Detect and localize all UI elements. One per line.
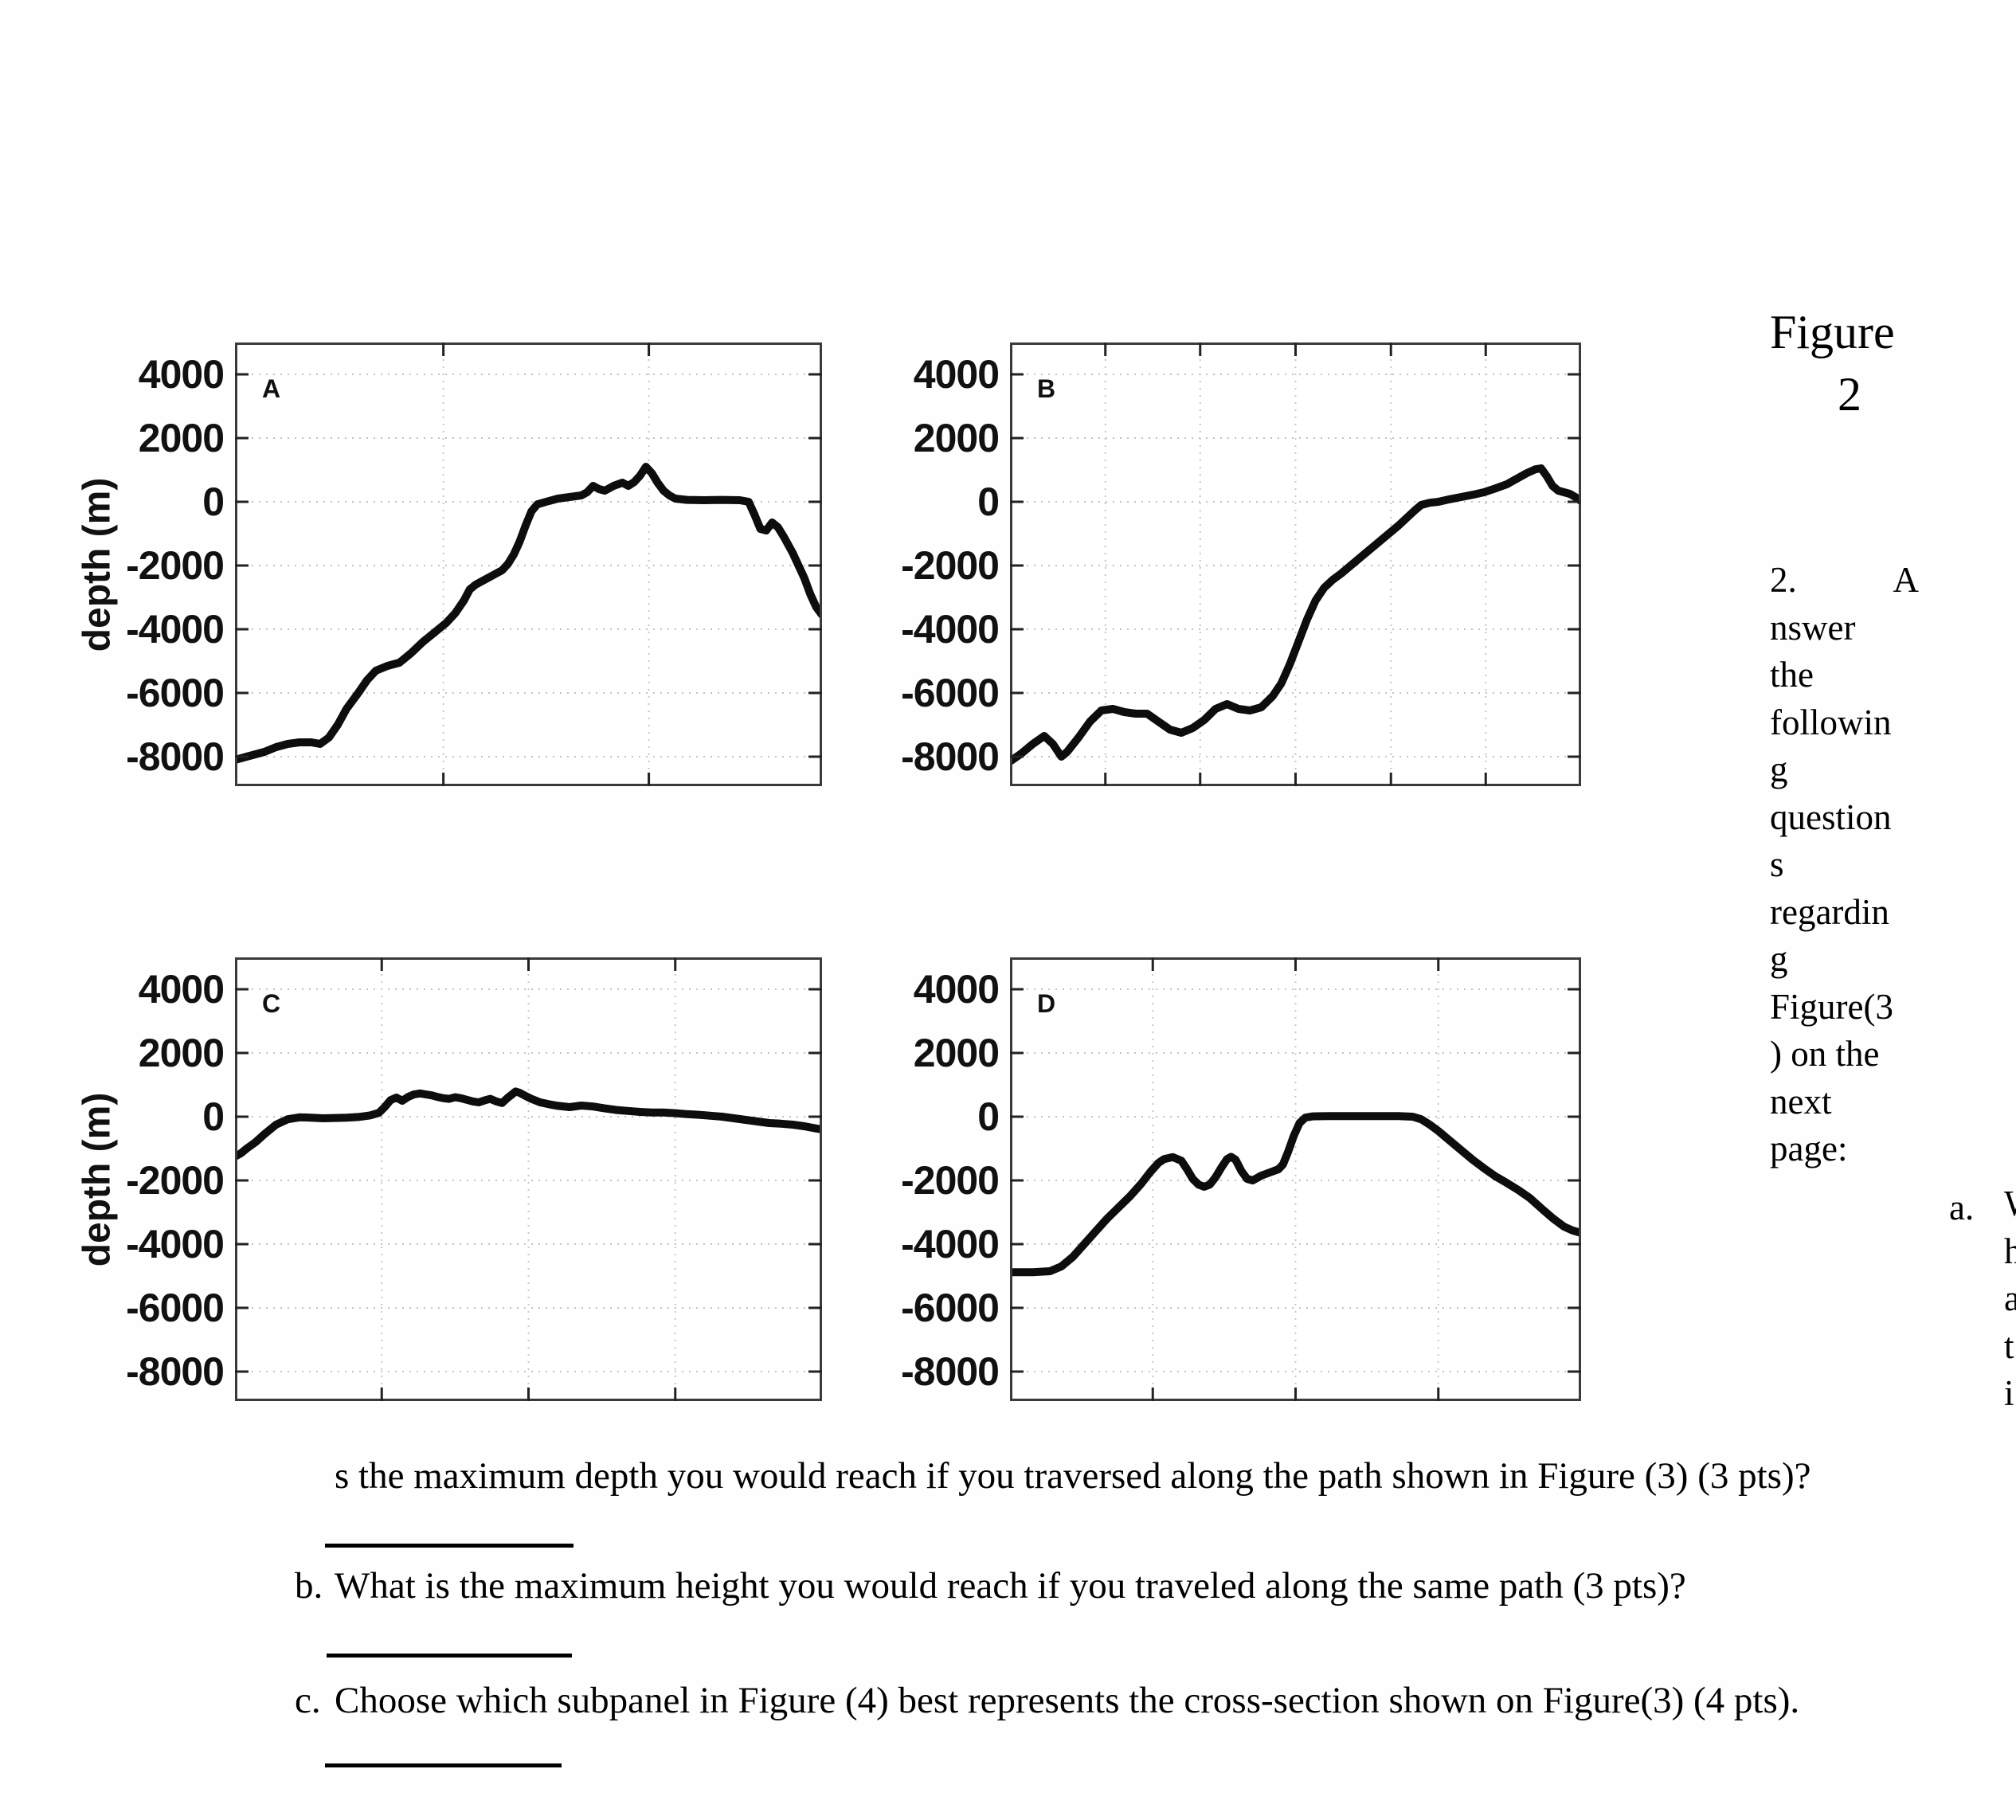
question-2-wrap-line: next	[1770, 1081, 1832, 1121]
y-tick-label: -2000	[126, 1158, 225, 1203]
question-c-marker: c.	[295, 1680, 321, 1721]
question-2-wrap-line: followin	[1770, 702, 1892, 742]
y-tick-label: -4000	[901, 607, 1000, 652]
figure-caption: Figure 2	[1770, 301, 1929, 425]
clipped-fragment: h	[2004, 1231, 2016, 1271]
question-2-wrap-line: g	[1770, 939, 1788, 979]
panel-letter-c: C	[262, 989, 281, 1018]
figure-caption-number: 2	[1838, 368, 1861, 421]
question-c-text: Choose which subpanel in Figure (4) best…	[335, 1680, 1800, 1721]
figure-caption-word: Figure	[1770, 306, 1895, 358]
y-tick-label: 4000	[913, 967, 1000, 1012]
y-tick-label: -6000	[126, 1286, 225, 1330]
panel-letter-d: D	[1037, 989, 1056, 1018]
y-tick-label: -8000	[126, 734, 225, 779]
depth-profile-plot	[1010, 342, 1581, 786]
question-2-wrap-line: ) on the	[1770, 1034, 1880, 1074]
y-tick-label: -4000	[126, 1222, 225, 1266]
y-tick-label: -6000	[901, 1286, 1000, 1330]
depth-profile-plot	[235, 957, 822, 1401]
y-tick-label: -6000	[126, 671, 225, 715]
clipped-text-fragments: W h a t i	[2004, 1180, 2016, 1418]
y-tick-label: -6000	[901, 671, 1000, 715]
depth-profile-panel-b: B 4000 2000 0 -2000 -4000 -6000 -8000	[901, 342, 1581, 786]
y-axis-label-row1: depth (m)	[76, 477, 119, 652]
y-tick-label: 0	[977, 479, 1000, 524]
question-2-wrap-line: g	[1770, 750, 1788, 789]
question-2-first-line: 2. A	[1770, 557, 1919, 605]
y-tick-label: 2000	[138, 416, 225, 460]
depth-profile-panel-d: D 4000 2000 0 -2000 -4000 -6000 -8000	[901, 957, 1581, 1401]
depth-profile-plot	[1010, 957, 1581, 1401]
question-2-number: 2.	[1770, 560, 1797, 600]
question-2-column: 2. A nswer the followin g question s reg…	[1770, 557, 1919, 1173]
y-tick-label: 2000	[913, 1031, 1000, 1075]
question-2-wrap-line: question	[1770, 796, 1892, 837]
y-tick-label: 0	[202, 1094, 225, 1139]
depth-profile-plot	[235, 342, 822, 786]
y-tick-label: 0	[977, 1094, 1000, 1139]
y-tick-label: 4000	[138, 352, 225, 397]
y-tick-label: -2000	[901, 543, 1000, 588]
y-tick-label: -4000	[901, 1222, 1000, 1266]
y-tick-label: -4000	[126, 607, 225, 652]
answer-blank-line-c	[325, 1763, 562, 1767]
clipped-fragment: a	[2004, 1278, 2016, 1318]
y-tick-label: -2000	[901, 1158, 1000, 1203]
y-tick-label: -8000	[901, 734, 1000, 779]
answer-blank-line-a	[325, 1544, 573, 1548]
depth-profile-panel-c: C 4000 2000 0 -2000 -4000 -6000 -8000	[126, 957, 822, 1401]
y-tick-label: 4000	[138, 967, 225, 1012]
y-tick-label: 4000	[913, 352, 1000, 397]
question-2-wrap-line: s	[1770, 844, 1784, 884]
panel-letter-b: B	[1037, 374, 1056, 403]
clipped-fragment: i	[2004, 1373, 2014, 1413]
question-2-wrap-line: the	[1770, 655, 1814, 695]
question-2-wrap-line: page:	[1770, 1129, 1848, 1168]
clipped-fragment: t	[2004, 1325, 2014, 1366]
answer-blank-line-b	[327, 1654, 572, 1658]
y-tick-label: 2000	[913, 416, 1000, 460]
depth-profile-panel-a: A 4000 2000 0 -2000 -4000 -6000 -8000	[126, 342, 822, 786]
question-2-first-letter: A	[1893, 560, 1920, 600]
y-tick-label: -8000	[901, 1349, 1000, 1394]
panel-letter-a: A	[262, 374, 281, 403]
question-b-marker: b.	[295, 1565, 323, 1607]
question-2-wrap-line: nswer	[1770, 607, 1856, 648]
clipped-fragment: W	[2004, 1180, 2016, 1228]
question-b-text: What is the maximum height you would rea…	[335, 1565, 1686, 1607]
y-tick-label: -8000	[126, 1349, 225, 1394]
y-tick-label: 2000	[138, 1031, 225, 1075]
question-2-wrap-line: Figure(3	[1770, 986, 1893, 1027]
y-tick-label: 0	[202, 479, 225, 524]
question-2-wrap-line: regardin	[1770, 891, 1889, 932]
y-axis-label-row2: depth (m)	[76, 1092, 119, 1267]
question-a-text: s the maximum depth you would reach if y…	[335, 1455, 1811, 1497]
y-tick-label: -2000	[126, 543, 225, 588]
question-a-marker: a.	[1949, 1188, 1975, 1227]
